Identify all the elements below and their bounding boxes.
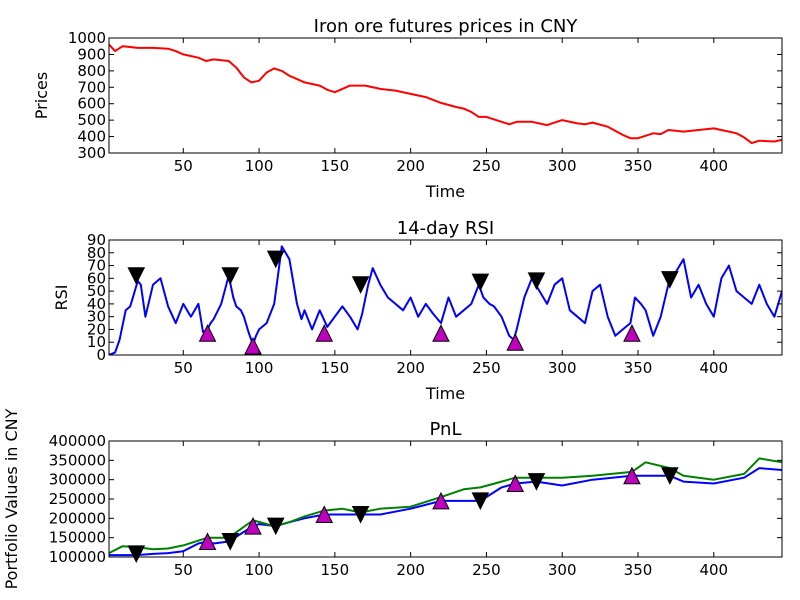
buy-marker <box>244 336 262 355</box>
x-tick-label: 400 <box>699 561 728 579</box>
x-tick-label: 250 <box>472 359 501 377</box>
sell-marker <box>661 271 679 289</box>
buy-marker <box>315 324 334 342</box>
y-tick-label: 40 <box>87 295 106 313</box>
x-tick-label: 150 <box>321 359 350 377</box>
y-axis-label: Prices <box>32 72 51 119</box>
x-tick-label: 300 <box>548 157 577 175</box>
x-tick-label: 100 <box>245 561 274 579</box>
y-tick-label: 250000 <box>49 490 106 508</box>
sell-marker <box>351 505 370 524</box>
buy-marker <box>432 491 450 510</box>
x-tick-label: 150 <box>321 157 350 175</box>
x-tick-label: 100 <box>245 157 274 175</box>
buy-marker <box>432 324 450 342</box>
plot-frame <box>108 239 783 356</box>
y-tick-label: 20 <box>87 320 106 338</box>
y-tick-label: 60 <box>87 269 106 287</box>
x-tick-label: 100 <box>245 359 274 377</box>
y-tick-label: 400000 <box>49 432 106 450</box>
buy-marker <box>198 532 217 551</box>
series-line-2 <box>109 457 782 554</box>
x-tick-label: 50 <box>174 359 193 377</box>
y-tick-label: 350000 <box>49 451 106 469</box>
x-tick-label: 300 <box>548 561 577 579</box>
chart-title: Iron ore futures prices in CNY <box>314 16 579 37</box>
x-tick-label: 400 <box>699 157 728 175</box>
y-tick-label: 400 <box>77 128 106 146</box>
y-tick-label: 70 <box>87 257 106 275</box>
sell-marker <box>661 467 679 485</box>
buy-marker <box>506 333 525 351</box>
buy-marker <box>623 466 641 485</box>
x-axis-label: Time <box>425 182 465 201</box>
y-axis-label: Portfolio Values in CNY <box>2 408 21 589</box>
y-tick-label: 50 <box>87 282 106 300</box>
y-tick-label: 80 <box>87 244 106 262</box>
sell-marker <box>127 267 146 285</box>
buy-marker <box>315 505 334 523</box>
x-tick-label: 200 <box>396 157 425 175</box>
chart-title: PnL <box>430 419 462 440</box>
x-tick-label: 350 <box>624 157 653 175</box>
buy-marker <box>244 516 262 535</box>
sell-marker <box>127 545 146 564</box>
y-tick-label: 150000 <box>49 529 106 547</box>
x-tick-label: 350 <box>624 359 653 377</box>
y-axis-label: RSI <box>52 285 71 311</box>
x-tick-label: 400 <box>699 359 728 377</box>
x-tick-label: 150 <box>321 561 350 579</box>
x-axis-label: Time <box>425 384 465 403</box>
y-tick-label: 90 <box>87 231 106 249</box>
chart-title: 14-day RSI <box>397 218 494 239</box>
sell-marker <box>527 272 546 291</box>
x-tick-label: 200 <box>396 561 425 579</box>
y-tick-label: 30 <box>87 308 106 326</box>
y-tick-label: 200000 <box>49 509 106 527</box>
y-tick-label: 300 <box>77 144 106 162</box>
x-tick-label: 200 <box>396 359 425 377</box>
buy-marker <box>506 474 525 493</box>
x-tick-label: 300 <box>548 359 577 377</box>
series-line-1 <box>109 43 782 145</box>
sell-marker <box>471 273 490 292</box>
y-tick-label: 100000 <box>49 548 106 566</box>
x-tick-label: 50 <box>174 157 193 175</box>
y-tick-label: 1000 <box>68 29 106 47</box>
sell-marker <box>221 533 240 551</box>
y-tick-label: 700 <box>77 78 106 96</box>
sell-marker <box>471 492 490 511</box>
y-tick-label: 900 <box>77 45 106 63</box>
plot-frame <box>108 37 783 154</box>
sell-marker <box>351 276 370 294</box>
sell-marker <box>527 473 546 491</box>
buy-marker <box>623 324 641 342</box>
x-tick-label: 250 <box>472 157 501 175</box>
y-tick-label: 0 <box>96 346 106 364</box>
y-tick-label: 300000 <box>49 471 106 489</box>
y-tick-label: 10 <box>87 333 106 351</box>
buy-marker <box>198 324 217 342</box>
x-tick-label: 50 <box>174 561 193 579</box>
y-tick-label: 500 <box>77 111 106 129</box>
y-tick-label: 800 <box>77 62 106 80</box>
x-tick-label: 250 <box>472 561 501 579</box>
y-tick-label: 600 <box>77 95 106 113</box>
sell-marker <box>266 517 285 536</box>
x-tick-label: 350 <box>624 561 653 579</box>
sell-marker <box>266 250 285 269</box>
sell-marker <box>221 267 240 285</box>
